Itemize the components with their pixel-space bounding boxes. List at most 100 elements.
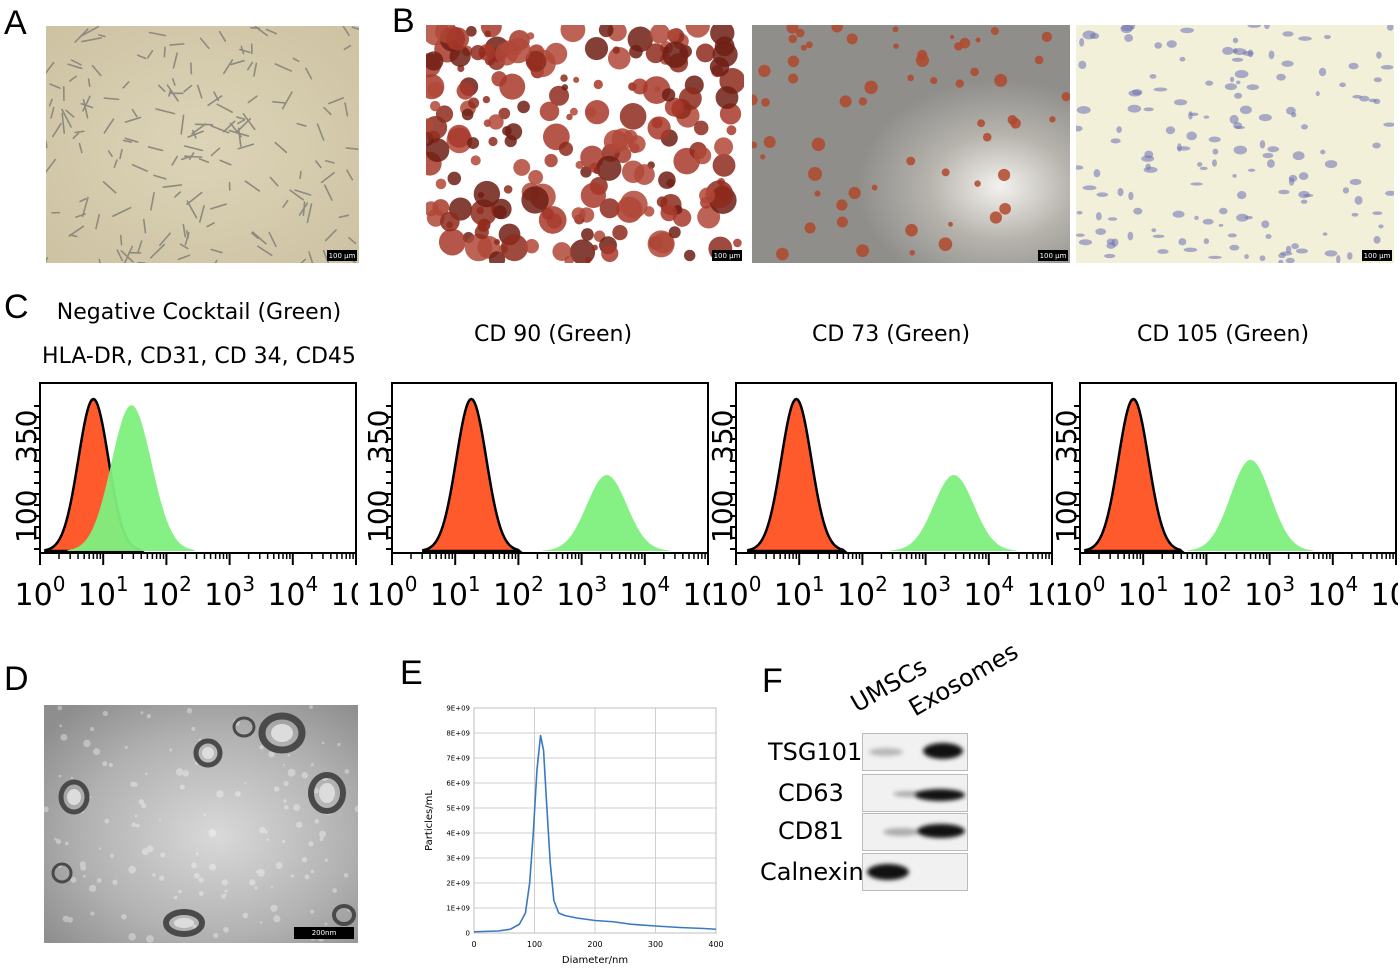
isotype-control-peak — [747, 397, 848, 553]
marker-peak — [67, 405, 196, 551]
y-tick-label: 1E+09 — [446, 905, 470, 913]
scale-bar: 100 µm — [712, 250, 742, 261]
adipogenic-stain-image: 100 µm — [752, 25, 1070, 263]
x-tick-label: 102 — [837, 572, 888, 613]
wb-row-tsg101: TSG101 — [768, 738, 863, 766]
panel-label-c: C — [4, 288, 29, 326]
y-tick-label: 350 — [1050, 410, 1083, 463]
x-tick-label: 103 — [556, 572, 607, 613]
scale-bar: 200nm — [294, 927, 354, 939]
x-tick-label: 400 — [708, 940, 723, 949]
isotype-control-peak — [1084, 397, 1185, 553]
y-tick-label: 350 — [362, 410, 395, 463]
x-tick-label: 105 — [683, 572, 710, 613]
y-axis-title: Particles/mL — [424, 790, 435, 851]
osteogenic-stain-image: 100 µm — [426, 25, 744, 263]
x-tick-label: 100 — [367, 572, 418, 613]
wb-band-cd81 — [862, 813, 968, 851]
y-tick-label: 5E+09 — [446, 805, 470, 813]
x-tick-label: 103 — [204, 572, 255, 613]
y-tick-label: 6E+09 — [446, 780, 470, 788]
wb-row-cd63: CD63 — [778, 779, 844, 807]
nta-series-line — [473, 734, 717, 933]
y-tick-label: 3E+09 — [446, 855, 470, 863]
isotype-control-peak — [422, 397, 523, 553]
chondrogenic-stain-image: 100 µm — [1076, 25, 1394, 263]
x-tick-label: 102 — [1181, 572, 1232, 613]
wb-band-tsg101 — [862, 733, 968, 771]
plot-frame — [39, 382, 357, 554]
x-tick-label: 100 — [527, 940, 542, 949]
panel-label-b: B — [392, 2, 415, 40]
x-tick-label: 103 — [900, 572, 951, 613]
x-tick-label: 101 — [1118, 572, 1169, 613]
plot-frame — [391, 382, 709, 554]
plot-frame — [1079, 382, 1397, 554]
panel-label-a: A — [4, 4, 27, 42]
msc-cells-image — [46, 26, 359, 263]
tem-image — [44, 705, 358, 943]
tem-exosome-image: 200nm — [44, 705, 358, 943]
scale-bar: 100 µm — [327, 250, 357, 261]
x-tick-label: 105 — [331, 572, 358, 613]
x-tick-label: 101 — [774, 572, 825, 613]
x-tick-label: 104 — [1307, 572, 1358, 613]
x-axis-title: Diameter/nm — [562, 955, 628, 966]
flow-title-negative: Negative Cocktail (Green) — [56, 300, 342, 325]
y-tick-label: 8E+09 — [446, 730, 470, 738]
nta-size-distribution-chart: 0 1E+09 2E+09 3E+09 4E+09 5E+09 6E+09 7E+09 8E+0… — [424, 705, 724, 967]
panel-label-f: F — [762, 662, 783, 700]
y-tick-label: 350 — [706, 410, 739, 463]
marker-peak — [542, 475, 671, 551]
toluidine-blue-image — [1076, 25, 1394, 263]
wb-band-cd63 — [862, 774, 968, 812]
scale-bar: 100 µm — [1362, 250, 1392, 261]
flow-title-cd73: CD 73 (Green) — [811, 322, 971, 347]
x-tick-label: 104 — [619, 572, 670, 613]
y-tick-label: 9E+09 — [446, 705, 470, 713]
x-tick-label: 100 — [1055, 572, 1106, 613]
marker-peak — [1186, 459, 1315, 551]
y-tick-label: 2E+09 — [446, 880, 470, 888]
x-tick-label: 300 — [648, 940, 663, 949]
x-tick-label: 102 — [141, 572, 192, 613]
x-tick-label: 0 — [471, 940, 476, 949]
y-tick-label: 0 — [466, 930, 470, 938]
scale-bar: 100 µm — [1038, 250, 1068, 261]
panel-label-d: D — [4, 660, 29, 698]
alizarin-red-image — [426, 25, 744, 263]
x-tick-label: 105 — [1027, 572, 1054, 613]
plot-frame — [473, 707, 717, 934]
x-tick-label: 200 — [587, 940, 602, 949]
wb-band-calnexin — [862, 853, 968, 891]
x-tick-label: 100 — [711, 572, 762, 613]
msc-culture-micrograph: 100 µm — [46, 26, 359, 263]
wb-row-cd81: CD81 — [778, 817, 844, 845]
plot-frame — [735, 382, 1053, 554]
marker-peak — [889, 475, 1018, 551]
x-tick-label: 104 — [963, 572, 1014, 613]
y-tick-label: 7E+09 — [446, 755, 470, 763]
wb-row-calnexin: Calnexin — [760, 858, 864, 886]
x-tick-label: 102 — [493, 572, 544, 613]
panel-label-e: E — [400, 654, 423, 692]
flow-subtitle-negative: HLA-DR, CD31, CD 34, CD45 — [42, 344, 356, 369]
x-tick-label: 101 — [78, 572, 129, 613]
x-tick-label: 100 — [15, 572, 66, 613]
y-tick-label: 4E+09 — [446, 830, 470, 838]
x-tick-label: 104 — [267, 572, 318, 613]
x-tick-label: 103 — [1244, 572, 1295, 613]
x-tick-label: 101 — [430, 572, 481, 613]
x-tick-label: 105 — [1371, 572, 1398, 613]
flow-title-cd90: CD 90 (Green) — [473, 322, 633, 347]
oil-red-o-image — [752, 25, 1070, 263]
y-tick-label: 350 — [10, 410, 43, 463]
flow-title-cd105: CD 105 (Green) — [1136, 322, 1310, 347]
